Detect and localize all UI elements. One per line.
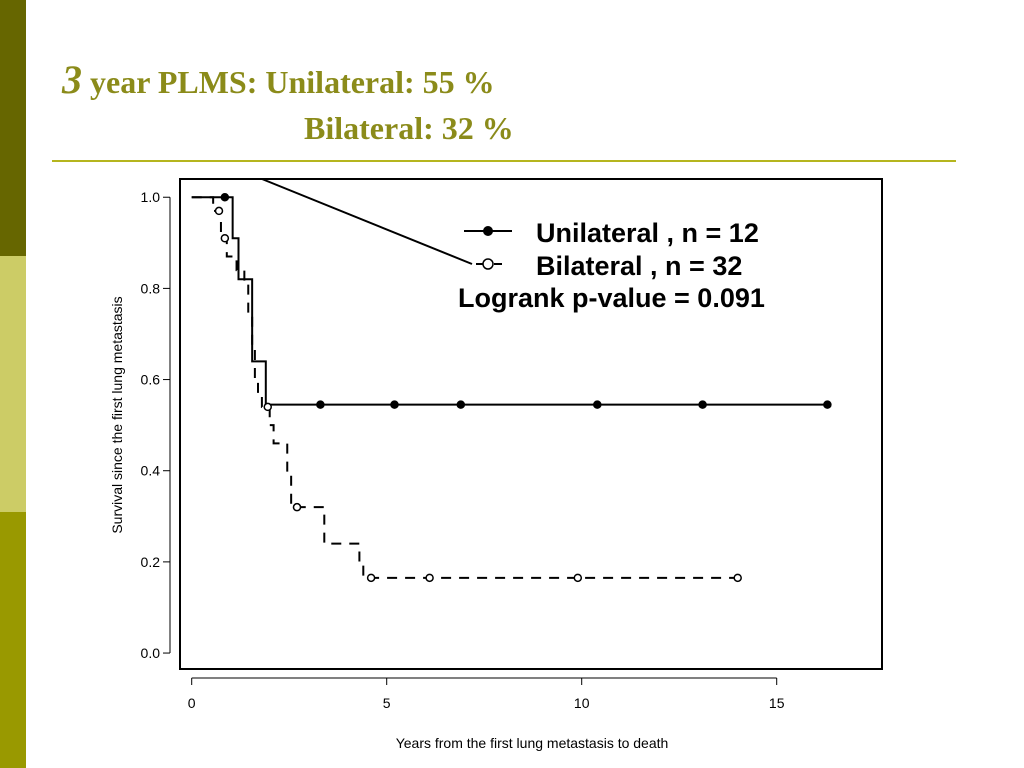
slide-title-line2: Bilateral: 32 % [304, 110, 514, 146]
logrank-annotation: Logrank p-value = 0.091 [458, 283, 765, 313]
legend-bilateral-marker [482, 258, 494, 270]
slide-title-number: 3 [62, 57, 82, 102]
title-divider [52, 160, 956, 162]
censor-mark-unilateral [456, 400, 466, 409]
x-tick-label: 5 [383, 695, 391, 711]
x-tick-label: 15 [769, 695, 785, 711]
censor-mark-bilateral [425, 573, 434, 583]
survival-curve-bilateral [191, 196, 738, 579]
censor-mark-unilateral [823, 400, 832, 409]
censor-mark-bilateral [733, 573, 742, 583]
censor-mark-unilateral [390, 400, 399, 409]
y-tick-label: 0.4 [141, 463, 161, 479]
legend-unilateral-marker [483, 226, 493, 236]
legend-bilateral-label: Bilateral , n = 32 [536, 251, 742, 281]
y-tick-label: 0.6 [141, 372, 161, 388]
censor-mark-bilateral [292, 502, 302, 512]
y-tick-label: 0.0 [141, 645, 161, 661]
slide-title-line1: 3 year PLMS: Unilateral: 55 % [62, 56, 495, 103]
x-tick-label: 10 [574, 695, 590, 711]
chart-marks [191, 192, 832, 583]
y-tick-label: 0.8 [141, 280, 161, 296]
legend-unilateral-label: Unilateral , n = 12 [536, 218, 759, 248]
censor-mark-bilateral [214, 206, 224, 216]
x-tick-label: 0 [188, 695, 196, 711]
censor-mark-bilateral [220, 234, 230, 243]
x-axis-label: Years from the first lung metastasis to … [396, 735, 669, 751]
y-tick-label: 0.2 [141, 554, 161, 570]
sidebar-mid-segment [0, 512, 26, 768]
slide-title-text: year PLMS: Unilateral: 55 % [90, 64, 495, 100]
censor-mark-bilateral [573, 573, 583, 583]
censor-mark-bilateral [263, 402, 272, 412]
sidebar-light-segment [0, 256, 26, 512]
y-axis-label: Survival since the first lung metastasis [109, 296, 125, 533]
censor-mark-unilateral [316, 400, 325, 409]
sidebar-dark-segment [0, 0, 26, 256]
plot-frame [179, 178, 883, 670]
censor-mark-unilateral [698, 400, 707, 409]
censor-mark-bilateral [366, 573, 376, 583]
censor-mark-unilateral [220, 192, 230, 202]
legend-leader-line [261, 178, 473, 265]
censor-mark-unilateral [593, 400, 602, 409]
y-tick-label: 1.0 [141, 189, 161, 205]
